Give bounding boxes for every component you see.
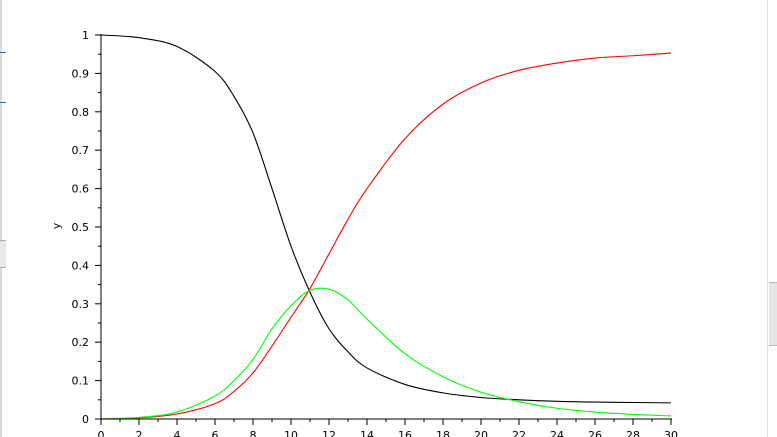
x-tick-label: 28 <box>626 429 640 437</box>
axes-layer <box>100 34 672 420</box>
series-line-3 <box>100 287 672 420</box>
y-tick-label: 0.9 <box>72 67 90 80</box>
x-tick-label: 12 <box>322 429 336 437</box>
y-tick-label: 0.2 <box>72 336 90 349</box>
x-axis-ticks: 0 2 4 6 8 10 12 14 16 18 20 22 24 26 28 30 <box>98 419 678 437</box>
x-tick-label: 22 <box>512 429 526 437</box>
x-tick-label: 18 <box>436 429 450 437</box>
right-window-edge <box>767 0 768 437</box>
y-axis-label: y <box>50 222 63 229</box>
y-tick-label: 1 <box>82 29 89 42</box>
y-tick-label: 0.4 <box>72 259 90 272</box>
x-tick-label: 8 <box>250 429 257 437</box>
series-line-2 <box>100 52 672 420</box>
left-window-tab <box>0 240 6 268</box>
y-axis-ticks: 0 0.1 0.2 0.3 0.4 0.5 0.6 0.7 0.8 0.9 1 <box>72 29 101 426</box>
x-tick-label: 30 <box>664 429 678 437</box>
y-tick-label: 0.1 <box>72 375 90 388</box>
x-tick-label: 2 <box>136 429 143 437</box>
x-tick-label: 26 <box>588 429 602 437</box>
x-tick-label: 0 <box>98 429 105 437</box>
y-tick-label: 0.3 <box>72 298 90 311</box>
left-window-mark <box>0 102 6 103</box>
x-tick-label: 24 <box>550 429 564 437</box>
x-tick-label: 20 <box>474 429 488 437</box>
x-tick-label: 4 <box>174 429 181 437</box>
y-tick-label: 0.7 <box>72 144 90 157</box>
y-tick-label: 0.6 <box>72 183 90 196</box>
x-tick-label: 14 <box>360 429 374 437</box>
y-tick-label: 0 <box>82 413 89 426</box>
right-window-panel <box>769 282 777 346</box>
series-layer <box>100 34 672 420</box>
x-tick-label: 10 <box>284 429 298 437</box>
left-window-edge <box>0 0 2 437</box>
y-tick-label: 0.8 <box>72 106 90 119</box>
left-window-mark <box>0 52 6 53</box>
x-tick-label: 6 <box>212 429 219 437</box>
x-tick-label: 16 <box>398 429 412 437</box>
y-tick-label: 0.5 <box>72 221 90 234</box>
series-line-1 <box>100 34 672 404</box>
